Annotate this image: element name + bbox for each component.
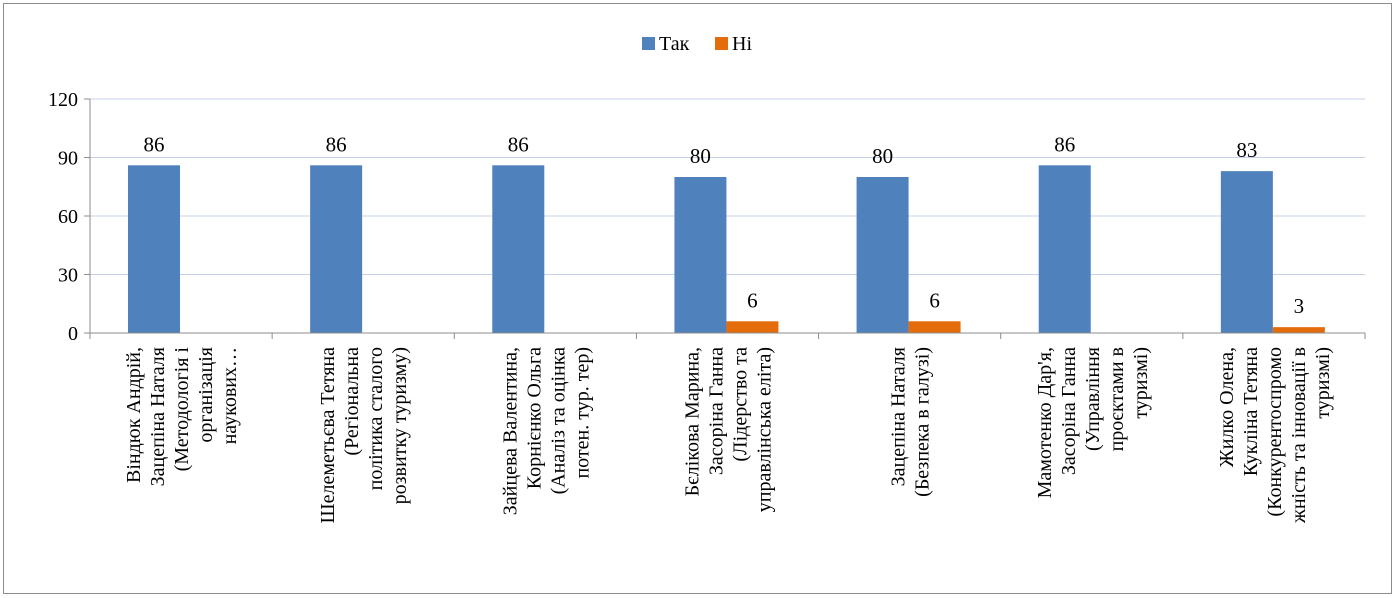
- data-label: 86: [508, 132, 529, 156]
- category-label-line: (Управління: [1082, 347, 1104, 451]
- legend-swatch: [642, 37, 655, 50]
- data-label: 6: [747, 288, 758, 312]
- data-label: 3: [1294, 294, 1305, 318]
- y-tick-label: 0: [68, 323, 78, 345]
- bar-tak: [1038, 165, 1091, 333]
- category-label-line: Зацепіна Наталя: [888, 347, 910, 486]
- category-label-line: організація: [195, 347, 217, 443]
- gridlines: [90, 98, 1365, 275]
- bar-ni: [726, 321, 779, 333]
- data-label: 83: [1236, 138, 1257, 162]
- category-label-line: (Регіональна: [341, 347, 363, 456]
- bar-tak: [1220, 171, 1273, 333]
- category-label-line: проєктами в: [1106, 347, 1128, 451]
- category-label: Віндюк Андрій, Зацепіна Наталя (Методологі…: [123, 347, 241, 487]
- bar-tak: [492, 165, 545, 333]
- category-label-line: Корнієнко Ольга: [523, 347, 545, 489]
- y-tick-label: 90: [58, 148, 78, 170]
- category-label-line: політика сталого: [365, 347, 387, 490]
- category-label-line: Бєлікова Марина,: [682, 347, 704, 496]
- category-label-line: Шелеметьєва Тетяна: [317, 347, 339, 524]
- data-label: 6: [929, 288, 940, 312]
- category-label-line: туризмі): [1130, 347, 1152, 419]
- category-label-line: (Безпека в галузі): [912, 347, 934, 497]
- bar-ni: [1272, 327, 1325, 333]
- category-label: Зацепіна Наталя (Безпека в галузі): [888, 347, 934, 497]
- category-label-line: Зайцева Валентина,: [499, 347, 521, 515]
- category-label-line: Засоріна Ганна: [1058, 347, 1080, 475]
- data-label: 86: [1054, 132, 1075, 156]
- category-label-line: Зацепіна Наталя: [147, 347, 169, 486]
- bar-tak: [128, 165, 180, 333]
- category-label-line: (Конкурентоспромо: [1264, 347, 1286, 517]
- category-label-line: наукових…: [219, 347, 241, 444]
- y-tick-label: 120: [48, 89, 78, 111]
- y-tick-label: 30: [58, 265, 78, 287]
- category-label-line: (Методологія і: [171, 347, 193, 472]
- category-label: Зайцева Валентина, Корнієнко Ольга (Аналіз…: [499, 347, 593, 515]
- legend: Так Ні: [642, 33, 752, 55]
- data-label: 86: [326, 132, 347, 156]
- data-labels: 86 86 86 80 80 86 83 6 6 3: [144, 132, 1305, 318]
- chart-frame: [3, 3, 1392, 594]
- bar-tak: [856, 177, 909, 333]
- category-label-line: (Лідерство та: [730, 347, 752, 462]
- category-label-line: туризмі): [1312, 347, 1334, 419]
- category-label-line: Засоріна Ганна: [706, 347, 728, 475]
- category-label-line: розвитку туризму): [389, 347, 411, 504]
- category-label: Жилко Олена, Кукліна Тетяна (Конкурентоспр…: [1216, 347, 1334, 524]
- category-label-line: потен. тур. тер): [571, 347, 593, 479]
- bars: [128, 165, 1325, 333]
- category-label: Мамотенко Дар'я, Засоріна Ганна (Управлінн…: [1034, 347, 1152, 499]
- category-label: Шелеметьєва Тетяна (Регіональна політика с…: [317, 347, 411, 524]
- data-label: 80: [872, 144, 893, 168]
- axes: 0 30 60 90 120: [48, 89, 1366, 345]
- category-label-line: (Аналіз та оцінка: [547, 347, 569, 495]
- bar-ni: [908, 321, 961, 333]
- data-label: 80: [690, 144, 711, 168]
- category-label-line: жність та інновації в: [1288, 347, 1310, 524]
- legend-label: Ні: [732, 33, 752, 55]
- bar-tak: [310, 165, 363, 333]
- legend-label: Так: [659, 33, 690, 55]
- category-label-line: Віндюк Андрій,: [123, 347, 145, 483]
- legend-swatch: [715, 37, 728, 50]
- category-label-line: Жилко Олена,: [1216, 347, 1238, 467]
- bar-tak: [674, 177, 727, 333]
- category-label: Бєлікова Марина, Засоріна Ганна (Лідерство…: [682, 347, 776, 512]
- category-labels: Віндюк Андрій, Зацепіна Наталя (Методологі…: [123, 347, 1334, 524]
- category-label-line: Мамотенко Дар'я,: [1034, 347, 1056, 498]
- category-label-line: Кукліна Тетяна: [1240, 347, 1262, 476]
- category-label-line: управлінська еліта): [754, 347, 776, 512]
- y-tick-label: 60: [58, 206, 78, 228]
- data-label: 86: [144, 132, 165, 156]
